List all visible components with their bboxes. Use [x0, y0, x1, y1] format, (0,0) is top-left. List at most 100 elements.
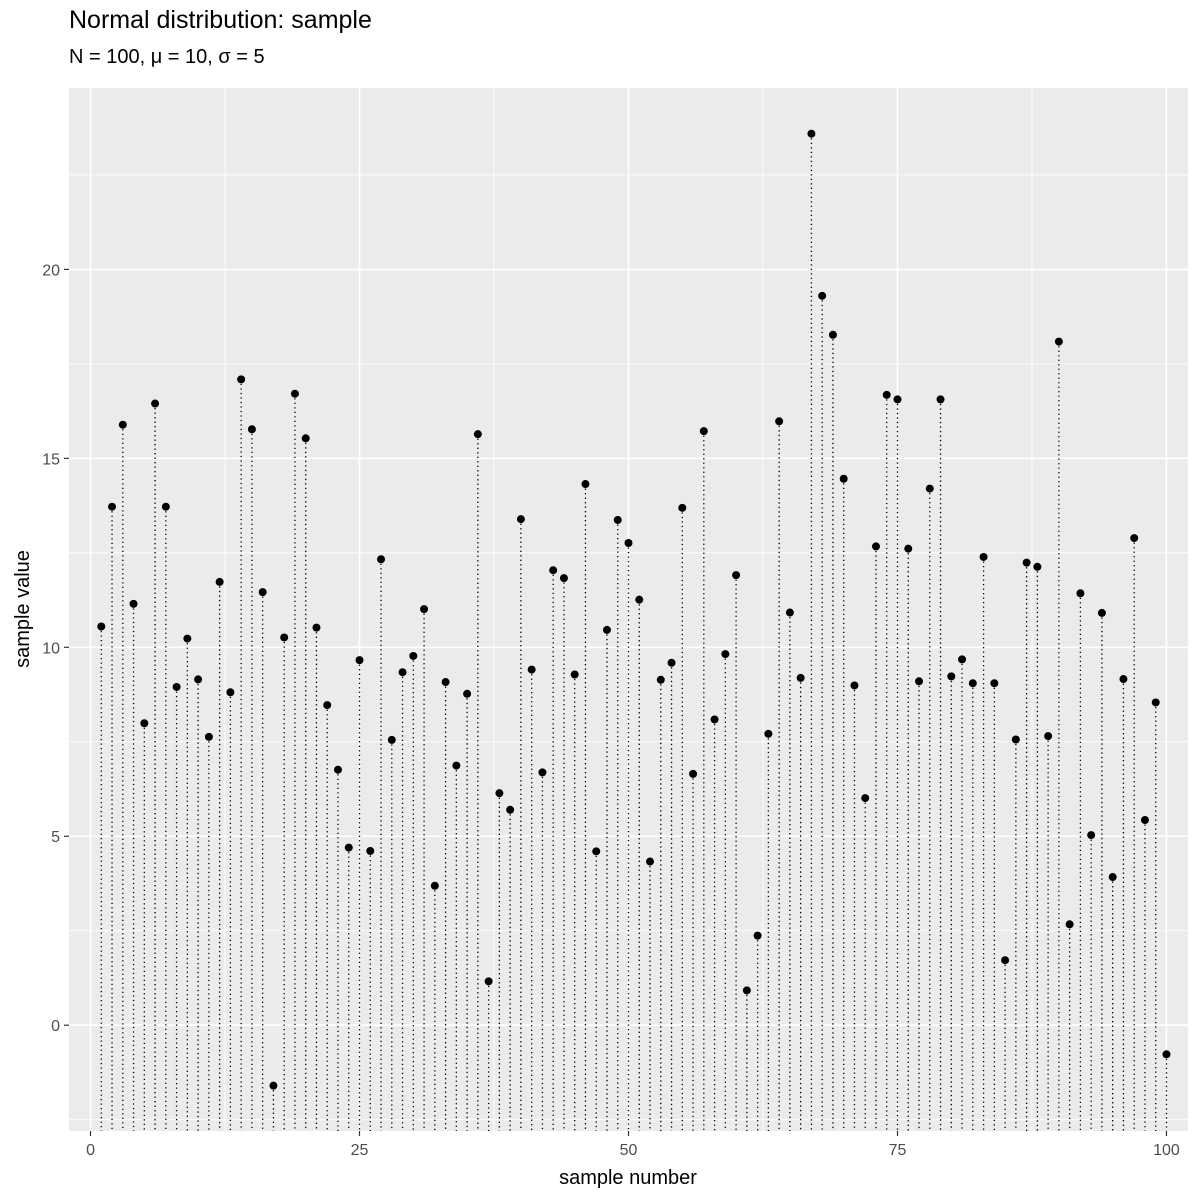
data-point	[247, 425, 256, 434]
chart-title: Normal distribution: sample	[69, 6, 372, 34]
data-point	[1097, 608, 1106, 617]
data-point	[1065, 920, 1074, 929]
data-point	[269, 1081, 278, 1090]
data-point	[226, 688, 235, 697]
data-point	[1011, 735, 1020, 744]
y-tick-label: 20	[42, 262, 60, 279]
data-point	[204, 732, 213, 741]
data-point	[742, 986, 751, 995]
data-point	[215, 577, 224, 586]
data-point	[678, 503, 687, 512]
chart-subtitle: N = 100, μ = 10, σ = 5	[69, 46, 265, 68]
data-point	[398, 668, 407, 677]
data-point	[161, 502, 170, 511]
data-point	[323, 701, 332, 710]
x-tick-label: 50	[620, 1142, 638, 1159]
data-point	[559, 574, 568, 583]
data-point	[312, 623, 321, 632]
data-point	[613, 515, 622, 524]
x-tick-label: 100	[1153, 1142, 1180, 1159]
data-point	[1087, 831, 1096, 840]
data-point	[602, 625, 611, 634]
data-point	[990, 679, 999, 688]
data-point	[775, 417, 784, 426]
y-tick-label: 15	[42, 451, 60, 468]
data-point	[1054, 337, 1063, 346]
data-point	[581, 480, 590, 489]
data-point	[108, 502, 117, 511]
data-point	[861, 794, 870, 803]
data-point	[151, 399, 160, 408]
data-point	[710, 715, 719, 724]
data-point	[549, 566, 558, 575]
data-point	[506, 805, 515, 814]
data-point	[452, 761, 461, 770]
data-point	[430, 881, 439, 890]
data-point	[473, 430, 482, 439]
x-tick-label: 0	[86, 1142, 95, 1159]
data-point	[656, 675, 665, 684]
data-point	[915, 677, 924, 686]
data-point	[1119, 675, 1128, 684]
data-point	[97, 622, 106, 631]
data-point	[1151, 698, 1160, 707]
data-point	[527, 665, 536, 674]
data-point	[420, 605, 429, 614]
data-point	[172, 682, 181, 691]
data-point	[785, 608, 794, 617]
data-point	[699, 427, 708, 436]
data-point	[904, 544, 913, 553]
data-point	[366, 846, 375, 855]
data-point	[796, 673, 805, 682]
data-point	[968, 679, 977, 688]
data-point	[947, 672, 956, 681]
data-point	[958, 655, 967, 664]
data-point	[882, 390, 891, 399]
data-point	[721, 650, 730, 659]
data-point	[1033, 562, 1042, 571]
data-point	[495, 789, 504, 798]
data-point	[850, 681, 859, 690]
x-tick-label: 25	[351, 1142, 369, 1159]
data-point	[301, 434, 310, 443]
data-point	[592, 847, 601, 856]
x-tick-label: 75	[889, 1142, 907, 1159]
data-point	[828, 330, 837, 339]
data-point	[635, 595, 644, 604]
data-point	[1162, 1050, 1171, 1059]
data-point	[807, 129, 816, 138]
data-point	[1044, 732, 1053, 741]
data-point	[237, 375, 246, 384]
data-point	[516, 515, 525, 524]
data-point	[118, 420, 127, 429]
data-point	[732, 571, 741, 580]
data-point	[333, 765, 342, 774]
data-point	[979, 552, 988, 561]
data-point	[1076, 589, 1085, 598]
data-point	[764, 729, 773, 738]
data-point	[484, 977, 493, 986]
data-point	[129, 599, 138, 608]
data-point	[624, 538, 633, 547]
data-point	[1130, 534, 1139, 543]
data-point	[1108, 873, 1117, 882]
data-point	[409, 651, 418, 660]
y-axis-title: sample value	[12, 550, 34, 668]
data-point	[344, 843, 353, 852]
data-point	[377, 555, 386, 564]
x-axis-title: sample number	[559, 1167, 697, 1189]
data-point	[387, 735, 396, 744]
data-point	[871, 542, 880, 551]
y-tick-label: 0	[51, 1018, 60, 1035]
data-point	[839, 474, 848, 483]
data-point	[667, 658, 676, 667]
data-point	[570, 670, 579, 679]
data-point	[183, 634, 192, 643]
y-tick-label: 5	[51, 829, 60, 846]
data-point	[753, 931, 762, 940]
y-tick-label: 10	[42, 640, 60, 657]
data-point	[441, 678, 450, 687]
data-point	[463, 689, 472, 698]
data-point	[893, 395, 902, 404]
